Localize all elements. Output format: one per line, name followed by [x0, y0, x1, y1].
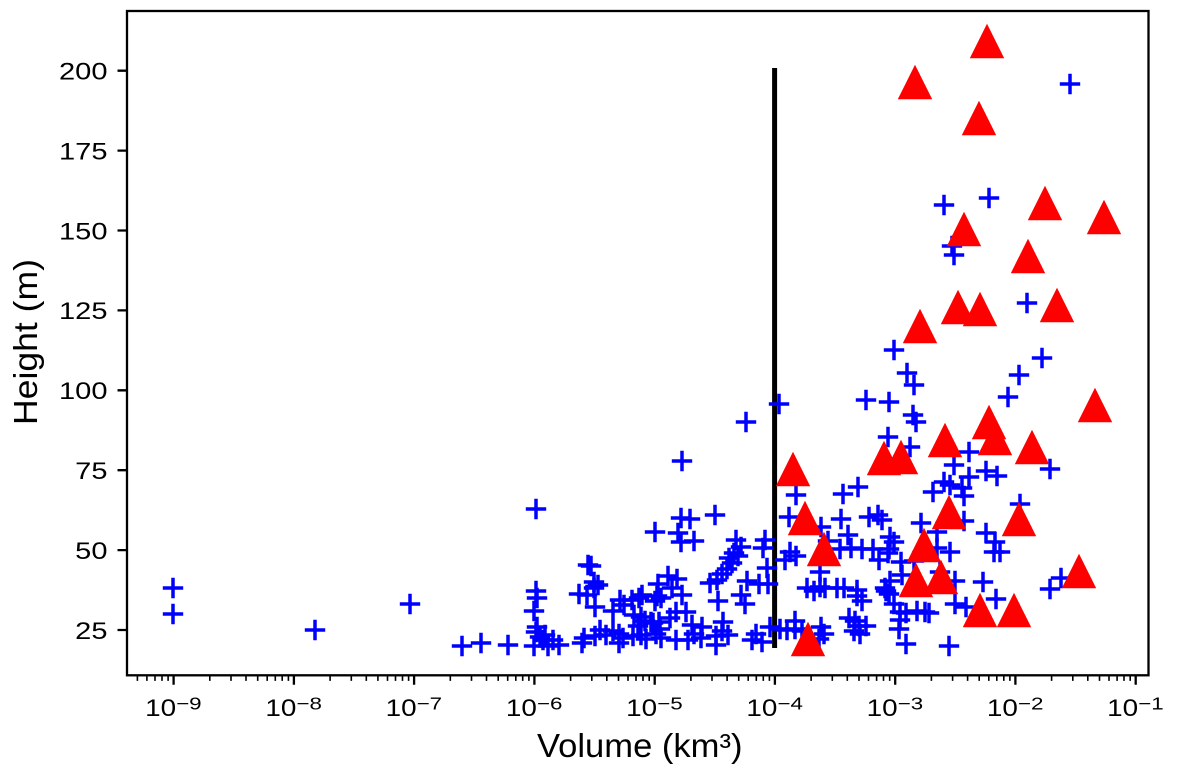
svg-text:10: 10	[626, 695, 657, 722]
svg-text:−3: −3	[898, 694, 924, 714]
svg-text:10: 10	[145, 695, 176, 722]
svg-text:−7: −7	[417, 694, 443, 714]
svg-text:−8: −8	[296, 694, 322, 714]
svg-text:175: 175	[59, 138, 108, 165]
svg-text:100: 100	[59, 378, 108, 405]
svg-text:125: 125	[59, 298, 108, 325]
svg-text:200: 200	[59, 59, 108, 86]
svg-text:150: 150	[59, 218, 108, 245]
svg-text:50: 50	[75, 538, 107, 565]
svg-text:Volume (km³): Volume (km³)	[537, 727, 743, 764]
svg-text:10: 10	[746, 695, 777, 722]
svg-text:10: 10	[867, 695, 898, 722]
svg-text:10: 10	[987, 695, 1018, 722]
svg-text:75: 75	[75, 458, 107, 485]
svg-text:10: 10	[386, 695, 417, 722]
svg-text:−4: −4	[777, 694, 803, 714]
svg-text:Height (m): Height (m)	[7, 259, 44, 425]
svg-text:−2: −2	[1018, 694, 1044, 714]
svg-text:−5: −5	[657, 694, 683, 714]
svg-text:10: 10	[1107, 695, 1138, 722]
svg-text:10: 10	[506, 695, 537, 722]
svg-text:25: 25	[75, 618, 107, 645]
svg-text:−1: −1	[1138, 694, 1164, 714]
svg-text:−6: −6	[537, 694, 563, 714]
svg-text:−9: −9	[176, 694, 202, 714]
svg-text:10: 10	[265, 695, 296, 722]
